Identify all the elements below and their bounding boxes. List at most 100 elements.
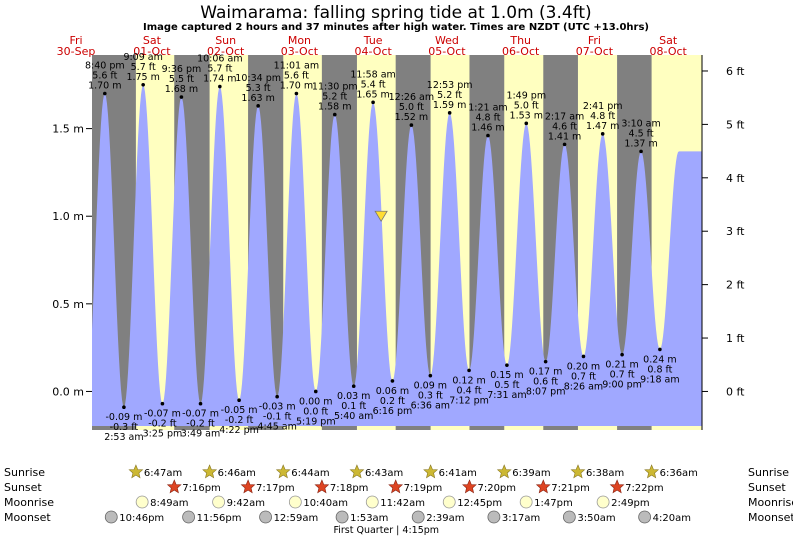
day-name-label: Sat (143, 34, 162, 47)
moonrise-time-label: 9:42am (227, 498, 265, 509)
right-tick-label: 5 ft (726, 118, 745, 131)
low-tide-m: 0.24 m (643, 354, 676, 365)
high-tide-point (562, 142, 567, 147)
day-date-label: 06-Oct (502, 45, 540, 58)
right-tick-label: 3 ft (726, 225, 745, 238)
day-name-label: Thu (509, 34, 531, 47)
low-tide-point (581, 354, 586, 359)
high-tide-point (103, 91, 107, 96)
sunrise-time-label: 6:43am (365, 468, 403, 479)
low-tide-m: -0.09 m (105, 412, 142, 423)
moonset-time-label: 4:20am (653, 513, 691, 524)
day-name-label: Sun (215, 34, 236, 47)
high-tide-m: 1.46 m (471, 123, 504, 134)
high-tide-m: 1.47 m (586, 121, 619, 132)
left-tick-label: 0.5 m (52, 298, 84, 311)
high-tide-time: 10:06 am (197, 54, 242, 65)
low-tide-ft: -0.2 ft (186, 419, 215, 430)
high-tide-m: 1.52 m (395, 112, 428, 123)
low-tide-point (505, 363, 509, 367)
high-tide-point (524, 121, 529, 126)
low-tide-m: 0.03 m (337, 391, 370, 402)
high-tide-m: 1.74 m (203, 74, 236, 85)
low-tide-ft: 0.2 ft (380, 396, 405, 407)
moonrise-moon-icon (288, 495, 302, 509)
day-date-label: 07-Oct (576, 45, 614, 58)
low-tide-m: 0.09 m (414, 381, 447, 392)
low-tide-ft: -0.2 ft (148, 419, 177, 430)
high-tide-m: 1.75 m (126, 72, 159, 83)
moonrise-moon-icon (212, 495, 226, 509)
low-tide-point (275, 394, 279, 399)
right-tick-label: 2 ft (726, 279, 745, 292)
chart-title: Waimarama: falling spring tide at 1.0m (… (200, 3, 591, 23)
low-tide-time: 8:26 am (564, 381, 603, 392)
day-labels: Fri30-SepSat01-OctSun02-OctMon03-OctTue0… (57, 34, 688, 58)
moonrise-time-label: 12:45pm (457, 498, 502, 509)
day-date-label: 04-Oct (355, 45, 393, 58)
high-tide-time: 9:09 am (123, 52, 162, 63)
day-date-label: 30-Sep (57, 45, 96, 58)
sunrise-time-label: 6:47am (144, 468, 182, 479)
low-tide-ft: 0.5 ft (494, 380, 519, 391)
sunset-time-label: 7:16pm (182, 483, 221, 494)
sunrise-star-icon (202, 464, 218, 479)
day-date-label: 03-Oct (281, 45, 319, 58)
low-tide-time: 6:16 pm (373, 406, 413, 417)
low-tide-time: 3:49 am (181, 429, 220, 440)
high-tide-time: 12:53 pm (427, 80, 473, 91)
low-tide-time: 5:19 pm (296, 416, 336, 427)
high-tide-point (447, 111, 452, 115)
low-tide-ft: -0.3 ft (110, 422, 139, 433)
moonset-time-label: 10:46pm (119, 513, 164, 524)
low-tide-time: 5:40 am (334, 411, 373, 422)
left-tick-label: 1.5 m (52, 123, 84, 136)
low-tide-m: 0.20 m (567, 361, 600, 372)
moonrise-time-label: 2:49pm (611, 498, 650, 509)
day-name-label: Fri (69, 34, 82, 47)
low-tide-ft: 0.7 ft (610, 370, 635, 381)
sunrise-star-icon (128, 464, 144, 479)
sunset-row-label-right: Sunset (748, 481, 786, 494)
sunset-star-icon (388, 479, 404, 494)
day-date-label: 08-Oct (650, 45, 688, 58)
low-tide-point (658, 347, 662, 352)
low-tide-time: 3:25 pm (143, 429, 183, 440)
right-tick-label: 0 ft (726, 385, 745, 398)
moonset-moon-icon (104, 510, 118, 524)
low-tide-point (198, 401, 203, 406)
high-tide-ft: 5.4 ft (361, 79, 386, 90)
day-name-label: Tue (363, 34, 383, 47)
high-tide-point (639, 149, 643, 154)
high-tide-m: 1.37 m (624, 138, 657, 149)
high-tide-m: 1.59 m (433, 100, 466, 111)
sunset-star-icon (462, 479, 477, 494)
low-tide-point (428, 373, 433, 378)
low-tide-m: 0.12 m (452, 375, 485, 386)
moonrise-moon-icon (135, 495, 149, 509)
high-tide-m: 1.70 m (280, 81, 313, 92)
tide-curve (92, 84, 702, 427)
sunrise-star-icon (349, 464, 365, 479)
moonset-row-label-right: Moonset (748, 511, 793, 524)
moonset-time-label: 12:59am (274, 513, 319, 524)
high-tide-point (294, 91, 299, 96)
moonset-time-label: 2:39am (426, 513, 464, 524)
high-tide-m: 1.65 m (356, 89, 389, 100)
low-tide-point (313, 389, 318, 394)
low-tide-ft: 0.7 ft (571, 371, 596, 382)
moonset-time-label: 3:17am (502, 513, 540, 524)
low-tide-ft: -0.1 ft (263, 412, 292, 423)
high-tide-ft: 4.5 ft (629, 128, 654, 139)
low-tide-m: -0.03 m (259, 402, 296, 413)
sunrise-row-label-left: Sunrise (4, 466, 45, 479)
left-tick-label: 0.0 m (52, 385, 84, 398)
low-tide-time: 9:00 pm (602, 380, 642, 391)
sunset-time-label: 7:18pm (330, 483, 369, 494)
right-tick-label: 6 ft (726, 65, 745, 78)
moonset-row-label-left: Moonset (4, 511, 51, 524)
sunset-star-icon (314, 479, 330, 494)
current-tide-marker (374, 210, 388, 222)
high-tide-point (486, 133, 490, 138)
